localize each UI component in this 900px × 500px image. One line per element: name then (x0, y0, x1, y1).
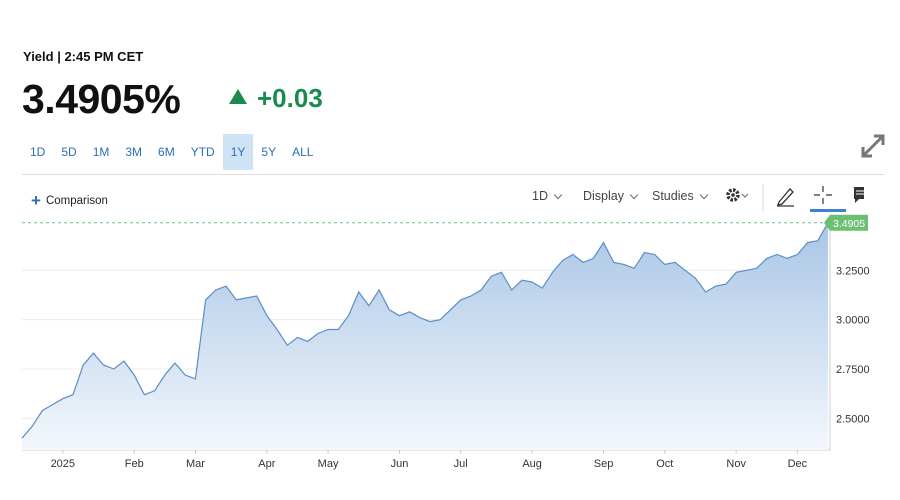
x-tick-label: Jul (454, 458, 468, 470)
x-tick-label: Aug (522, 458, 542, 470)
range-button[interactable]: ALL (292, 145, 314, 159)
quote-label: Yield | 2:45 PM CET (23, 49, 144, 64)
line (21, 222, 829, 439)
last-value-tag (824, 214, 868, 231)
draw-icon[interactable] (777, 188, 794, 207)
range-button[interactable]: 3M (125, 145, 143, 159)
x-tick-label: Feb (125, 458, 144, 470)
plus-icon: + (31, 191, 41, 210)
last-value-label: 3.4905 (833, 218, 865, 230)
expand-icon[interactable] (860, 133, 886, 159)
studies-label: Studies (652, 189, 694, 203)
range-button[interactable]: 5D (61, 145, 77, 159)
x-tick-label: Jun (391, 458, 409, 470)
y-tick-label: 3.2500 (836, 265, 870, 277)
y-tick-label: 3.0000 (836, 315, 870, 327)
interval-dropdown[interactable]: 1D (532, 189, 563, 203)
x-tick-label: Mar (186, 458, 205, 470)
x-tick-label: Apr (258, 458, 275, 470)
x-tick-label: 2025 (51, 458, 75, 470)
range-button[interactable]: 6M (158, 145, 175, 159)
area (22, 222, 828, 450)
crosshair-icon[interactable] (814, 186, 832, 204)
settings-icon[interactable] (726, 188, 749, 202)
display-label: Display (583, 189, 624, 203)
divider (22, 174, 884, 175)
comparison-label: Comparison (45, 195, 108, 207)
range-button[interactable]: YTD (190, 145, 215, 159)
range-selector: 1D 5D 1M 3M 6M YTD 1Y 5Y ALL (22, 134, 321, 170)
display-dropdown[interactable]: Display (583, 189, 639, 203)
comparison-button[interactable]: + Comparison (31, 191, 108, 211)
x-tick-label: Dec (788, 458, 808, 470)
y-tick-label: 2.5000 (836, 413, 870, 425)
range-button[interactable]: 1Y (222, 134, 254, 170)
range-button[interactable]: 5Y (261, 145, 277, 159)
quote-price: 3.4905% (22, 76, 181, 122)
range-button[interactable]: 1M (92, 145, 110, 159)
x-tick-label: Oct (656, 458, 673, 470)
up-arrow (229, 89, 247, 104)
y-tick-label: 2.7500 (836, 364, 870, 376)
quote-change: +0.03 (257, 83, 323, 113)
interval-label: 1D (532, 189, 548, 203)
range-button[interactable]: 1D (30, 145, 46, 159)
active-tool-underline (810, 209, 846, 212)
toolbar-icons (726, 184, 864, 212)
x-tick-label: Sep (594, 458, 614, 470)
x-tick-label: Nov (726, 458, 746, 470)
x-tick-label: May (318, 458, 339, 470)
studies-dropdown[interactable]: Studies (652, 189, 708, 203)
